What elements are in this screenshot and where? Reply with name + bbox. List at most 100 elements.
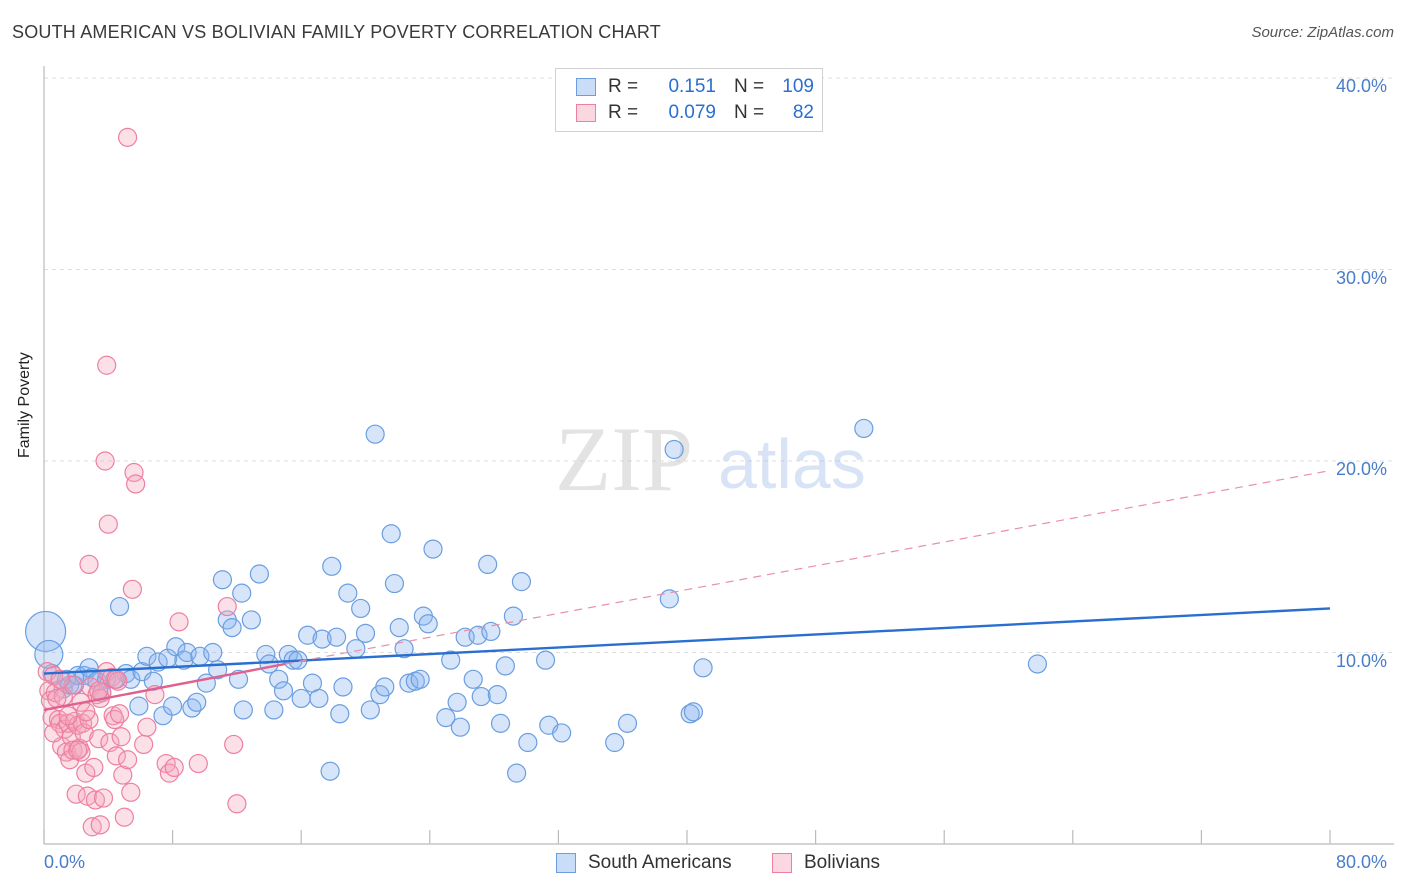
legend-r-value: 0.151	[668, 76, 716, 97]
point-south-american	[450, 717, 470, 737]
point-bolivian	[58, 706, 78, 726]
legend-n-value: 109	[782, 76, 814, 97]
legend-row-bolivians: R = 0.079 N = 82	[576, 102, 814, 124]
point-south-american	[680, 704, 700, 724]
point-south-american	[693, 658, 713, 678]
point-south-american	[163, 696, 183, 716]
point-south-american	[503, 606, 523, 626]
point-south-american	[365, 424, 385, 444]
bottom-legend-label: South Americans	[588, 852, 732, 873]
bottom-legend-label: Bolivians	[804, 852, 881, 873]
legend-swatch-south-americans	[576, 78, 596, 96]
gridlines	[44, 77, 1394, 653]
point-south-american	[441, 650, 461, 670]
point-south-american	[291, 688, 311, 709]
point-south-american	[360, 700, 380, 720]
point-south-american	[241, 610, 261, 630]
point-south-american	[518, 732, 538, 753]
point-south-american	[481, 621, 501, 642]
point-bolivian	[47, 688, 67, 709]
point-south-american	[605, 732, 625, 753]
point-bolivian	[227, 794, 247, 814]
point-south-american	[109, 596, 130, 617]
point-south-american	[232, 583, 252, 603]
point-south-american	[471, 686, 491, 707]
point-bolivian	[106, 746, 126, 766]
bottom-legend-bolivians[interactable]: Bolivians	[772, 852, 880, 874]
data-points	[25, 127, 1048, 837]
legend-n-label: N =	[734, 76, 765, 97]
point-south-american	[355, 623, 376, 643]
point-bolivian	[169, 612, 189, 632]
point-bolivian	[114, 807, 134, 827]
trend-lines	[43, 469, 1331, 712]
point-south-american	[507, 763, 527, 783]
point-south-american	[203, 642, 223, 663]
point-south-american	[25, 610, 67, 653]
trend-line-1	[43, 662, 286, 712]
point-south-american	[330, 704, 350, 724]
series-bolivians	[37, 127, 247, 837]
y-tick-label: 20.0%	[1336, 459, 1388, 479]
point-bolivian	[93, 788, 114, 808]
point-south-american	[346, 639, 366, 659]
point-bolivian	[117, 127, 138, 147]
legend-r-label: R =	[608, 76, 639, 97]
point-bolivian	[95, 451, 115, 471]
point-south-american	[222, 618, 242, 638]
point-bolivian	[126, 474, 146, 494]
point-bolivian	[84, 757, 104, 778]
point-south-american	[375, 677, 395, 697]
point-bolivian	[122, 579, 143, 599]
point-south-american	[394, 639, 414, 659]
point-south-american	[664, 439, 684, 460]
point-bolivian	[98, 514, 118, 534]
point-south-american	[389, 618, 409, 638]
point-south-american	[326, 627, 347, 647]
point-south-american	[463, 669, 483, 689]
legend-n-label: N =	[734, 102, 765, 123]
series-south-americans	[25, 418, 1048, 783]
point-south-american	[338, 583, 358, 603]
bottom-legend-swatch	[556, 853, 576, 873]
axes	[43, 66, 1394, 845]
legend-swatch-bolivians	[576, 104, 596, 122]
point-south-american	[659, 589, 679, 609]
point-south-american	[264, 700, 284, 720]
point-bolivian	[217, 596, 237, 617]
point-bolivian	[85, 790, 106, 810]
point-bolivian	[76, 702, 96, 722]
watermark-atlas: atlas	[718, 425, 866, 503]
y-tick-label: 40.0%	[1336, 76, 1388, 96]
point-south-american	[177, 642, 197, 663]
point-south-american	[298, 625, 318, 645]
point-south-american	[447, 692, 467, 712]
watermark-zip: ZIP	[555, 408, 693, 510]
point-south-american	[854, 418, 874, 439]
point-south-american	[617, 713, 638, 733]
bottom-legend-swatch	[772, 853, 792, 873]
point-south-american	[535, 650, 556, 670]
point-south-american	[333, 677, 353, 697]
legend-r-value: 0.079	[668, 102, 716, 123]
point-bolivian	[188, 753, 208, 774]
trend-line-0	[43, 607, 1331, 675]
point-south-american	[249, 564, 270, 584]
point-south-american	[187, 692, 207, 712]
legend-n-value: 82	[792, 102, 814, 123]
chart-source: Source: ZipAtlas.com	[1251, 24, 1394, 41]
point-bolivian	[113, 765, 133, 785]
point-south-american	[273, 681, 294, 701]
point-south-american	[320, 761, 340, 781]
point-south-american	[381, 524, 401, 544]
point-south-american	[259, 654, 279, 674]
chart-title: SOUTH AMERICAN VS BOLIVIAN FAMILY POVERT…	[12, 22, 661, 42]
point-south-american	[490, 713, 511, 733]
point-bolivian	[164, 757, 184, 778]
bottom-legend-south-americans[interactable]: South Americans	[556, 852, 732, 874]
point-south-american	[683, 702, 704, 722]
point-south-american	[322, 556, 342, 576]
point-bolivian	[50, 669, 70, 689]
point-south-american	[410, 669, 430, 689]
point-bolivian	[71, 742, 91, 762]
